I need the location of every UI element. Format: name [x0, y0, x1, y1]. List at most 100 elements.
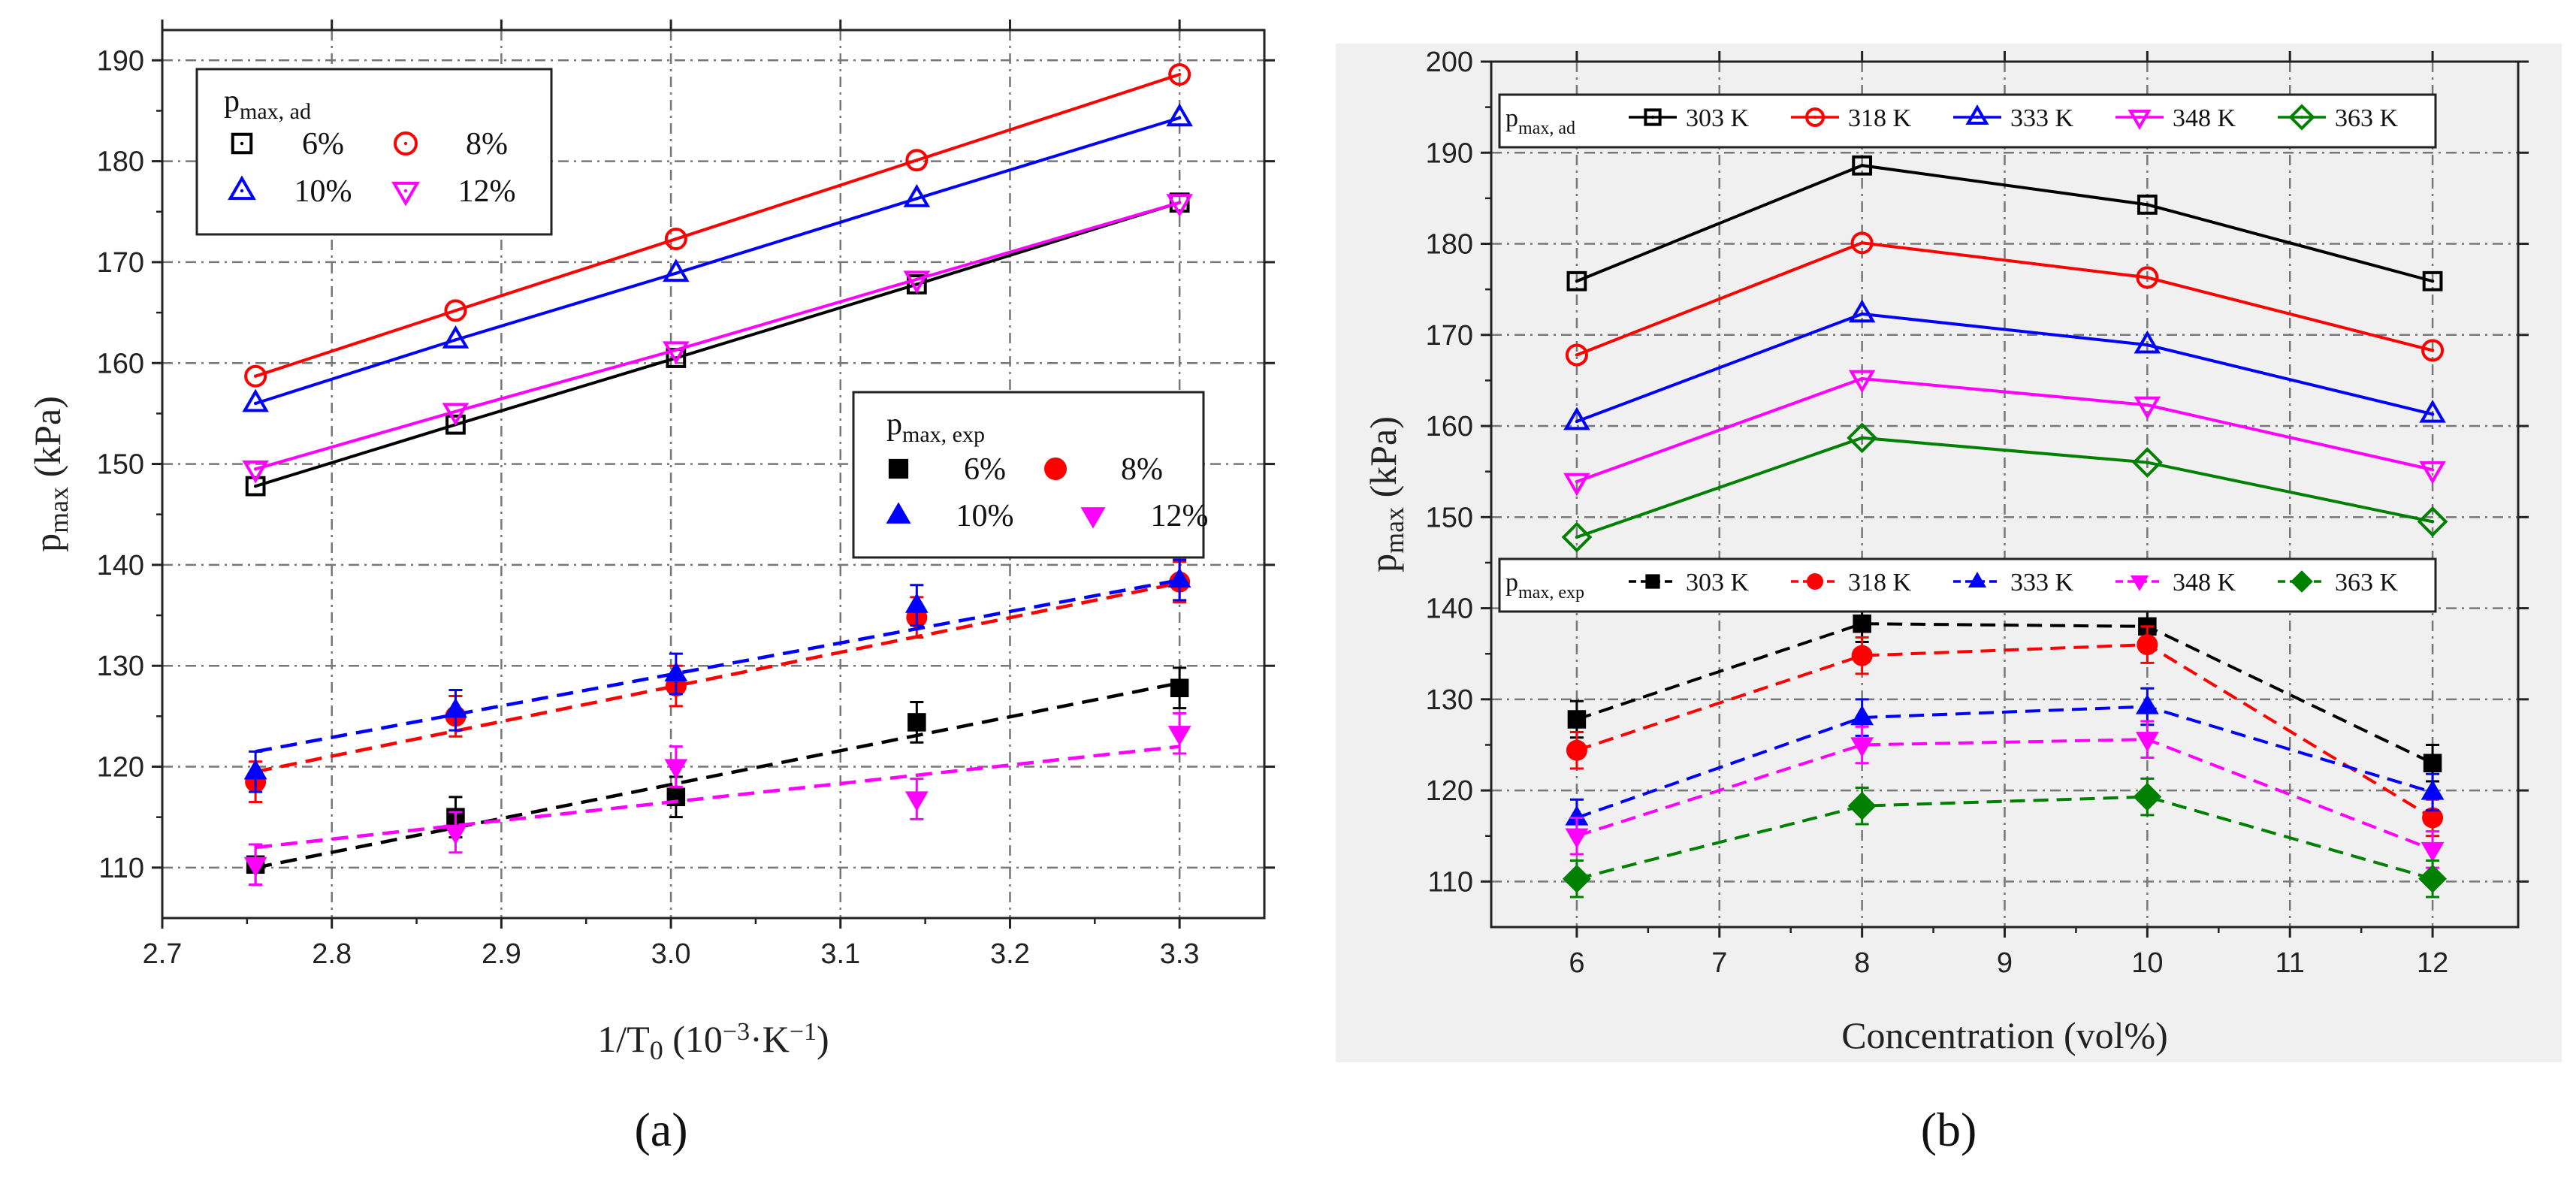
point-ad-303 K-dot	[2430, 279, 2435, 283]
point-exp-363 K	[1563, 864, 1591, 893]
point-ad-348 K-dot	[1575, 479, 1579, 484]
point-ad-8%-dot	[253, 374, 258, 378]
point-ad-10%	[903, 184, 931, 207]
point-exp-12%	[664, 759, 688, 780]
legend-marker-303 K-dot	[1650, 115, 1655, 119]
point-exp-10%	[1167, 567, 1191, 588]
point-ad-6%-dot	[915, 282, 919, 286]
point-ad-303 K-dot	[1575, 279, 1579, 283]
point-ad-333 K	[2419, 399, 2446, 423]
y-axis-label: pmax (kPa)	[26, 396, 74, 552]
point-exp-348 K	[2420, 841, 2445, 862]
y-tick-label: 170	[1426, 320, 1473, 352]
legend-label-348 K: 348 K	[2173, 104, 2236, 132]
line-ad-348 K	[1576, 376, 2433, 483]
point-exp-10%	[664, 661, 688, 682]
legend-marker-12%	[1080, 507, 1106, 529]
point-ad-12%	[1166, 194, 1193, 217]
point-exp-318 K	[1566, 739, 1587, 761]
point-ad-333 K-dot	[2146, 343, 2149, 347]
legend-marker-12%-dot	[403, 189, 408, 193]
line-exp-333 K	[1576, 705, 2433, 820]
point-exp-10%	[243, 759, 267, 780]
y-tick-label: 130	[1426, 684, 1473, 716]
point-exp-303 K	[1853, 614, 1871, 633]
point-ad-363 K-dot	[1575, 535, 1579, 539]
point-ad-12%-dot	[454, 409, 458, 413]
point-ad-12%-dot	[915, 277, 919, 281]
point-ad-318 K	[1850, 231, 1874, 255]
point-ad-12%	[442, 403, 470, 427]
point-ad-8%	[244, 364, 267, 388]
legend-marker-8%	[1044, 458, 1067, 480]
point-ad-6%	[445, 414, 466, 435]
y-tick-label: 180	[1426, 229, 1473, 261]
legend-marker-363 K	[2291, 570, 2313, 593]
point-ad-348 K	[2134, 396, 2161, 420]
y-tick-label: 170	[97, 247, 144, 279]
x-tick-label: 2.9	[482, 938, 521, 970]
y-tick-label: 150	[1426, 502, 1473, 533]
point-exp-6%	[1170, 678, 1189, 698]
point-ad-363 K	[2417, 506, 2448, 537]
legend-label-333 K: 333 K	[2010, 104, 2074, 132]
point-exp-333 K	[1565, 805, 1589, 826]
x-tick-label: 11	[2275, 947, 2304, 979]
x-tick-label: 3.0	[651, 938, 691, 970]
line-ad-303 K	[1576, 164, 2433, 283]
point-ad-12%	[242, 460, 269, 484]
x-tick-label: 2.7	[143, 938, 183, 970]
legend-label-10%: 10%	[956, 499, 1014, 533]
point-ad-6%-dot	[253, 484, 258, 488]
chart-a: 2.7 2.8 2.9 3.0 3.1 3.2 3.3 110 120 130 140 150 160 1…	[26, 20, 1275, 1156]
legend-marker-333 K	[1967, 572, 1987, 587]
point-ad-303 K	[2422, 270, 2443, 291]
point-ad-10%	[663, 258, 690, 282]
legend-marker-6%	[231, 132, 253, 155]
point-ad-318 K-dot	[2146, 276, 2149, 279]
legend-title: pmax, exp	[886, 407, 985, 447]
point-ad-10%-dot	[674, 271, 678, 275]
legend-marker-12%	[391, 181, 420, 207]
legend-label-6%: 6%	[302, 127, 344, 162]
point-ad-348 K	[1563, 473, 1590, 497]
legend-label-10%: 10%	[294, 174, 352, 209]
panel-label-a: (a)	[634, 1103, 687, 1156]
point-exp-363 K	[1847, 791, 1877, 820]
point-ad-363 K-dot	[2146, 461, 2149, 464]
point-exp-12%	[243, 856, 267, 877]
point-ad-318 K-dot	[1575, 353, 1579, 357]
point-ad-363 K	[1561, 521, 1593, 553]
fit-line-exp-10%	[255, 578, 1180, 754]
x-tick-label: 7	[1711, 947, 1727, 979]
legend-marker-303 K	[1644, 108, 1662, 126]
point-exp-303 K	[1567, 710, 1587, 729]
point-ad-303 K	[2137, 195, 2158, 215]
legend-marker-363 K	[2288, 104, 2315, 131]
point-exp-333 K	[1850, 705, 1874, 726]
line-ad-318 K	[1576, 241, 2433, 357]
fit-line-exp-12%	[255, 745, 1180, 850]
point-exp-10%	[444, 697, 467, 718]
point-exp-12%	[444, 824, 467, 845]
legend-marker-348 K	[2128, 110, 2152, 130]
y-tick-label: 140	[1426, 594, 1473, 625]
x-tick-label: 12	[2417, 947, 2448, 979]
point-exp-333 K	[2420, 780, 2445, 800]
legend-experimental: pmax, exp 6% 8% 10% 12%	[852, 391, 1209, 559]
plot-frame	[161, 29, 1266, 920]
point-exp-12%	[1167, 726, 1191, 746]
legend-marker-363 K-dot	[2300, 115, 2304, 119]
point-ad-12%	[903, 270, 931, 294]
point-exp-363 K	[2133, 782, 2162, 811]
point-ad-333 K-dot	[1860, 312, 1864, 316]
point-ad-348 K-dot	[2146, 403, 2149, 407]
y-tick-label: 180	[97, 146, 144, 178]
line-exp-348 K	[1576, 738, 2433, 851]
point-ad-318 K	[2421, 339, 2445, 362]
legend-label-348 K: 348 K	[2173, 569, 2236, 597]
y-tick-label: 200	[1426, 47, 1473, 78]
point-exp-348 K	[1850, 737, 1874, 757]
point-ad-348 K-dot	[2430, 468, 2435, 472]
point-ad-333 K-dot	[1575, 419, 1579, 424]
